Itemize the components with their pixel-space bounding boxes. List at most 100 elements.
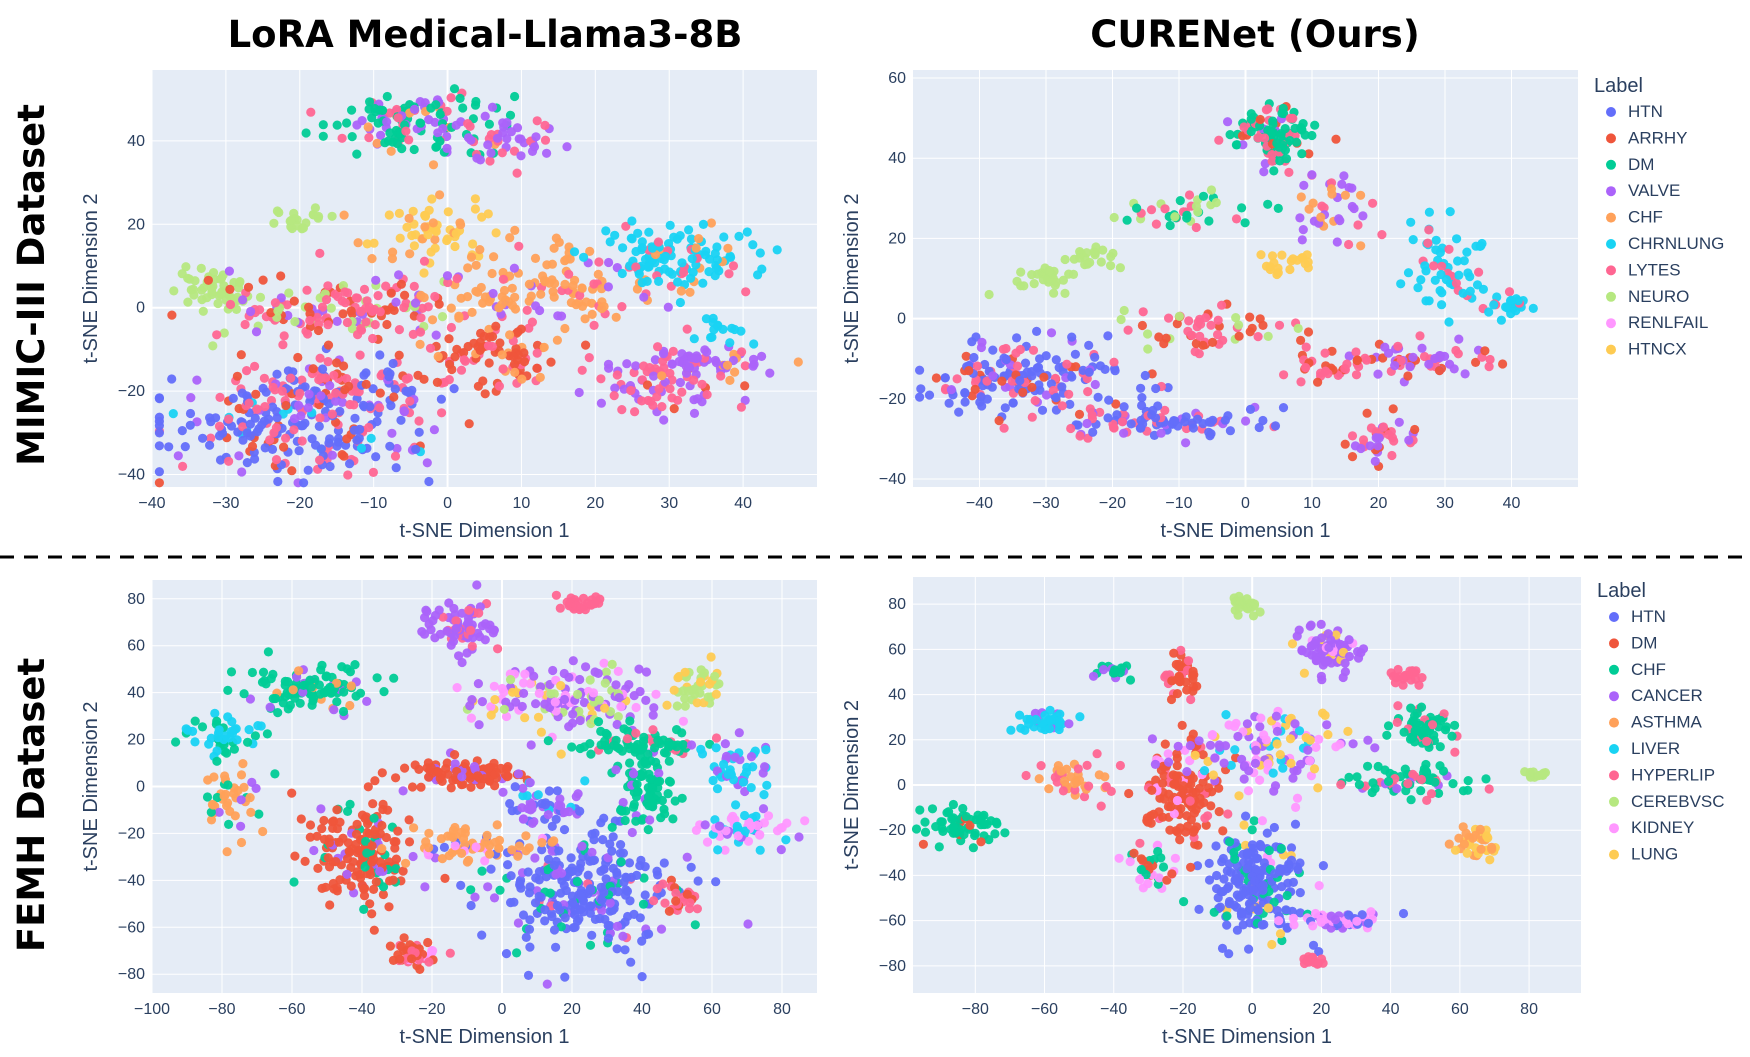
point-lytes xyxy=(321,295,332,305)
point-dm xyxy=(352,149,362,159)
point-cancer xyxy=(1317,633,1327,643)
point-neuro xyxy=(1206,185,1217,195)
legend-item-kidney[interactable]: KIDNEY xyxy=(1631,818,1694,837)
point-dm xyxy=(377,768,387,778)
legend-item-asthma[interactable]: ASTHMA xyxy=(1631,713,1703,732)
point-htn xyxy=(1283,878,1293,888)
column-title-left: LoRA Medical-Llama3-8B xyxy=(228,13,743,56)
point-htn xyxy=(300,382,310,392)
point-liver xyxy=(1006,725,1016,735)
point-chf xyxy=(190,716,200,726)
point-chrnlung xyxy=(1445,207,1455,217)
legend-marker-valve[interactable] xyxy=(1606,186,1616,197)
point-htn xyxy=(1140,370,1150,381)
legend-marker-chf[interactable] xyxy=(1609,664,1619,675)
point-dm xyxy=(1165,220,1175,231)
point-chf xyxy=(547,259,558,269)
legend-item-lung[interactable]: LUNG xyxy=(1631,845,1678,864)
legend-item-dm[interactable]: DM xyxy=(1631,633,1657,652)
legend-marker-kidney[interactable] xyxy=(1609,823,1619,834)
legend-marker-htn[interactable] xyxy=(1609,612,1619,622)
point-dm xyxy=(317,824,327,834)
point-htn xyxy=(1035,354,1045,364)
legend-marker-hyperlip[interactable] xyxy=(1609,770,1619,781)
point-dm xyxy=(1178,781,1188,791)
point-valve xyxy=(610,383,620,393)
legend-item-htn[interactable]: HTN xyxy=(1628,102,1663,121)
legend-marker-asthma[interactable] xyxy=(1609,717,1619,728)
legend-marker-htncx[interactable] xyxy=(1606,344,1616,355)
legend-item-cerebvsc[interactable]: CEREBVSC xyxy=(1631,792,1725,811)
legend-item-hyperlip[interactable]: HYPERLIP xyxy=(1631,765,1715,784)
legend-item-htn[interactable]: HTN xyxy=(1631,607,1666,626)
point-neuro xyxy=(1170,212,1180,222)
point-arrhy xyxy=(961,351,971,361)
point-cancer xyxy=(469,762,480,772)
legend-marker-chrnlung[interactable] xyxy=(1606,239,1616,249)
legend-marker-arrhy[interactable] xyxy=(1606,133,1616,144)
legend-item-dm[interactable]: DM xyxy=(1628,155,1654,174)
point-cancer xyxy=(477,697,487,707)
point-hyperlip xyxy=(1318,958,1328,968)
point-chf xyxy=(670,796,680,806)
point-cancer xyxy=(1324,643,1334,653)
legend-marker-htn[interactable] xyxy=(1606,107,1616,117)
point-liver xyxy=(697,749,708,759)
legend-marker-cancer[interactable] xyxy=(1609,691,1619,702)
point-hyperlip xyxy=(438,612,448,622)
point-chrnlung xyxy=(1452,234,1462,244)
legend-item-liver[interactable]: LIVER xyxy=(1631,739,1680,758)
point-dm xyxy=(317,883,327,894)
legend-marker-cerebvsc[interactable] xyxy=(1609,796,1619,807)
point-neuro xyxy=(1029,279,1039,289)
legend-marker-chf[interactable] xyxy=(1606,212,1616,223)
point-htn xyxy=(524,888,535,898)
legend-item-cancer[interactable]: CANCER xyxy=(1631,686,1703,705)
point-neuro xyxy=(327,211,337,221)
point-lytes xyxy=(1484,362,1494,372)
point-chf xyxy=(577,283,587,293)
legend-item-htncx[interactable]: HTNCX xyxy=(1628,340,1687,359)
point-htn xyxy=(577,891,587,902)
legend-item-valve[interactable]: VALVE xyxy=(1628,181,1680,200)
point-htn xyxy=(1065,399,1075,409)
legend-item-renlfail[interactable]: RENLFAIL xyxy=(1628,313,1708,332)
point-lytes xyxy=(1030,396,1040,406)
legend-marker-dm[interactable] xyxy=(1609,638,1619,649)
point-lytes xyxy=(1151,219,1161,229)
legend-item-arrhy[interactable]: ARRHY xyxy=(1628,128,1688,147)
point-chf xyxy=(668,814,678,824)
point-htn xyxy=(384,372,394,382)
legend-marker-lung[interactable] xyxy=(1609,849,1619,860)
point-chf xyxy=(633,786,643,797)
point-htn xyxy=(1287,906,1297,916)
point-arrhy xyxy=(251,389,261,399)
point-cancer xyxy=(214,807,224,817)
point-valve xyxy=(1373,369,1383,379)
point-chrnlung xyxy=(712,263,722,273)
point-kidney xyxy=(746,821,756,831)
point-chf xyxy=(1344,772,1354,783)
point-chf xyxy=(1416,786,1426,796)
point-chf xyxy=(270,769,280,779)
legend-item-chrnlung[interactable]: CHRNLUNG xyxy=(1628,234,1724,253)
point-cancer xyxy=(449,631,459,641)
point-cancer xyxy=(463,617,473,627)
point-lytes xyxy=(340,287,350,297)
legend-item-neuro[interactable]: NEURO xyxy=(1628,287,1689,306)
legend-marker-dm[interactable] xyxy=(1606,159,1616,170)
point-cancer xyxy=(329,705,339,715)
legend-marker-neuro[interactable] xyxy=(1606,291,1616,302)
legend-item-chf[interactable]: CHF xyxy=(1628,208,1663,227)
point-lytes xyxy=(446,322,456,333)
point-cancer xyxy=(408,851,418,862)
legend-item-chf[interactable]: CHF xyxy=(1631,660,1666,679)
point-dm xyxy=(1281,154,1292,164)
legend-marker-liver[interactable] xyxy=(1609,744,1619,754)
legend-item-lytes[interactable]: LYTES xyxy=(1628,260,1681,279)
point-valve xyxy=(488,288,498,299)
point-dm xyxy=(1297,149,1307,159)
legend-marker-lytes[interactable] xyxy=(1606,265,1616,276)
legend-marker-renlfail[interactable] xyxy=(1606,318,1616,329)
point-htn xyxy=(1254,422,1264,433)
